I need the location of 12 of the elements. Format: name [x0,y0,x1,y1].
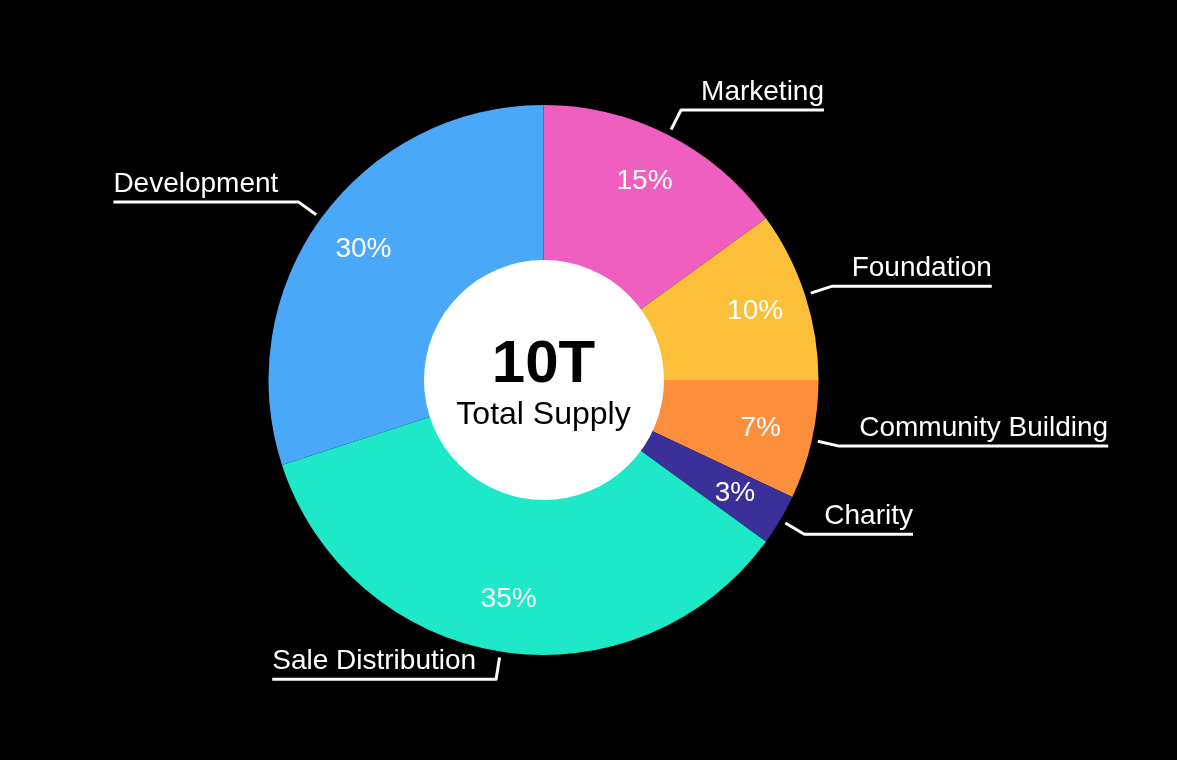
slice-label: Charity [824,498,913,530]
slice-label: Development [113,166,279,198]
data-label: 10% [727,293,784,325]
data-label: 7% [740,411,781,443]
data-label: 35% [480,582,537,614]
slice-label: Community Building [859,410,1109,442]
slice-label: Marketing [701,74,824,106]
slice-label: Foundation [851,251,992,283]
data-label: 3% [714,475,756,507]
slice-label: Sale Distribution [272,643,477,675]
data-label: 30% [335,231,392,263]
data-label: 15% [616,164,673,196]
